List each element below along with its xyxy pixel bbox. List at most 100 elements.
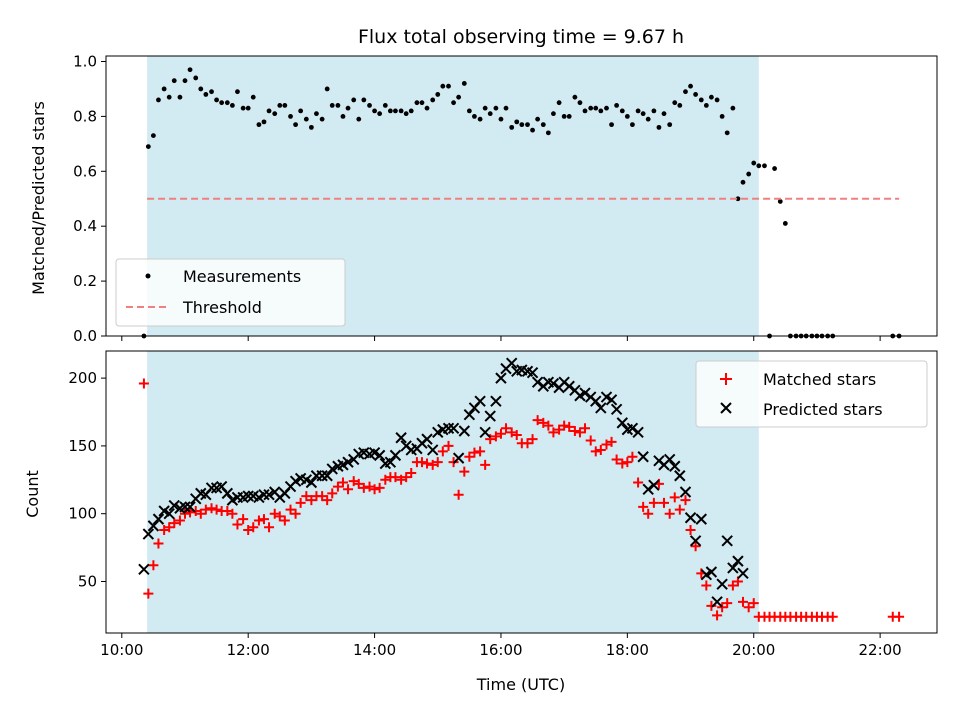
measurement-point [182,78,188,84]
measurement-point [509,124,515,130]
predicted-star-point [142,528,155,540]
matched-star-point [501,423,512,434]
predicted-star-point [163,507,175,520]
matched-star-point [532,415,543,426]
measurement-point [261,119,267,125]
predicted-star-point [616,417,629,429]
matched-star-point [480,459,491,470]
measurement-point [372,108,377,114]
matched-star-point [495,428,506,439]
measurement-point [572,94,578,100]
chart-title: Flux total observing time = 9.67 h [358,26,684,48]
ratio-x-ticks [121,336,881,341]
measurement-point [630,122,635,128]
measurement-point [667,122,673,128]
measurement-point [319,116,325,122]
measurement-point [156,97,161,103]
predicted-star-point [221,487,234,500]
measurement-point [266,108,272,114]
predicted-stars-legend-label: Predicted stars [763,400,883,419]
measurement-point [519,122,525,128]
measurement-point [187,67,193,73]
x-tick-label: 10:00 [100,641,143,659]
predicted-star-point [484,410,496,422]
matched-star-point [680,495,691,506]
measurement-point [661,111,667,117]
predicted-star-point [258,489,270,501]
matched-star-point [306,495,317,506]
y-tick-label: 0.2 [73,272,97,290]
predicted-stars-legend-marker [720,402,732,414]
predicted-star-point [716,578,728,590]
matched-star-point [364,481,375,492]
matched-star-point [717,602,728,613]
matched-star-point [611,454,622,465]
matched-star-point [185,507,196,518]
measurement-point [382,103,388,108]
matched-star-point [195,508,206,519]
measurement-point [582,108,588,114]
matched-star-point [343,484,354,495]
matched-star-point [490,431,501,442]
measurement-point [556,100,562,106]
measurement-point [730,105,736,111]
matched-star-point [332,481,343,492]
measurement-point [314,111,319,117]
matched-star-point [248,522,259,533]
matched-star-point [285,504,296,515]
matched-star-point [211,504,222,515]
threshold-legend-label: Threshold [182,298,262,317]
measurement-point [746,171,752,177]
measurement-point [456,94,462,100]
matched-star-point [464,451,475,462]
measurement-point [161,86,167,92]
matched-star-point [475,446,486,457]
matched-star-point [585,435,596,446]
measurement-point [203,92,209,97]
matched-star-point [258,514,269,525]
measurement-point [351,97,357,103]
ratio-y-axis-label: Matched/Predicted stars [29,101,48,295]
predicted-star-point [737,567,749,580]
predicted-star-point [610,403,623,416]
predicted-star-point [447,422,460,434]
measurement-point [708,94,714,100]
predicted-star-point [579,387,591,399]
predicted-star-point [147,520,160,532]
measurement-point [150,133,156,139]
measurement-point [782,221,788,226]
matched-star-point [580,423,591,434]
counts-panel-frame [105,350,938,634]
predicted-star-point [637,451,649,463]
measurements-legend-label: Measurements [183,267,301,286]
matched-star-point [559,420,570,431]
measurement-point [414,100,420,106]
measurement-point [719,113,725,119]
matched-star-point [737,596,748,607]
measurement-point [498,116,504,122]
matched-star-point [485,434,496,445]
matched-star-point [227,508,238,519]
matched-star-point [206,503,217,514]
measurement-point [503,105,509,111]
measurement-point [451,100,456,106]
measurement-point [166,94,172,100]
predicted-star-point [669,460,681,472]
measurement-point [614,103,620,108]
predicted-star-point [326,463,338,475]
measurement-point [461,81,467,86]
matched-star-point [290,508,301,519]
matched-star-point [169,518,180,529]
measurement-point [493,105,499,111]
predicted-star-point [458,425,471,437]
predicted-star-point [184,501,196,513]
matched-star-point [548,427,559,438]
measurement-point [466,108,472,114]
matched-star-point [590,446,601,457]
matched-star-point [274,511,285,522]
measurement-point [772,166,777,171]
measurement-point [282,103,288,108]
measurement-point [609,122,614,128]
matched-star-point [416,457,427,468]
x-tick-label: 20:00 [732,641,775,659]
